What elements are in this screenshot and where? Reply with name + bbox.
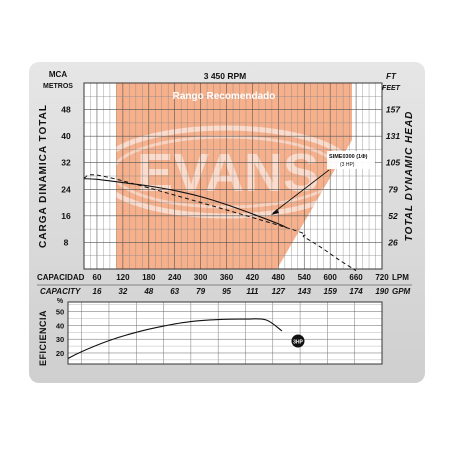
- watermark-text: EVANS: [137, 143, 319, 203]
- x-tick-label: 600: [323, 273, 337, 282]
- speed-label: 3 450 RPM: [204, 71, 247, 81]
- x2-tick-label: 32: [118, 287, 127, 296]
- left-tick-label: 16: [61, 211, 71, 221]
- x2-tick-label: 48: [143, 287, 153, 296]
- x-tick-label: 540: [298, 273, 312, 282]
- right-tick-label: 52: [388, 211, 398, 221]
- head-curve-solid: [83, 178, 288, 229]
- efficiency-tick-label: 40: [56, 321, 64, 330]
- x2-tick-label: 111: [246, 287, 259, 296]
- x2-tick-label: 63: [170, 287, 179, 296]
- efficiency-tick-label: 30: [56, 335, 64, 344]
- head-curve-dashed: [83, 174, 357, 272]
- x2-tick-label: 159: [323, 287, 337, 296]
- x2-tick-label: 127: [272, 287, 286, 296]
- x-tick-label: 240: [168, 273, 182, 282]
- x-tick-label: 720: [375, 273, 389, 282]
- x2-axis-unit: GPM: [392, 287, 411, 296]
- x2-tick-label: 143: [298, 287, 312, 296]
- model-label-box: [327, 151, 375, 169]
- right-tick-label: 79: [388, 184, 398, 194]
- right-tick-label: 157: [386, 105, 401, 115]
- right-tick-label: 26: [387, 237, 398, 247]
- left-tick-label: 40: [61, 131, 71, 141]
- x2-tick-label: 190: [375, 287, 389, 296]
- efficiency-tick-label: 20: [56, 349, 64, 358]
- right-unit-label-2: FEET: [382, 85, 401, 92]
- model-annotation: SIME0300 (1Φ) (3 HP): [271, 151, 375, 215]
- x-tick-label: 420: [246, 273, 260, 282]
- right-unit-label: FT: [386, 72, 397, 81]
- left-axis-title: CARGA DINAMICA TOTAL: [38, 104, 49, 248]
- x-tick-label: 120: [116, 273, 130, 282]
- efficiency-curve: [67, 318, 283, 359]
- left-tick-label: 24: [61, 184, 71, 194]
- efficiency-hp-dot: [291, 334, 305, 348]
- x-tick-label: 660: [349, 273, 363, 282]
- left-tick-labels: 8 16 24 32 40 48: [61, 105, 71, 248]
- x-tick-label: 300: [194, 273, 208, 282]
- efficiency-tick-label: 50: [56, 308, 64, 317]
- x-tick-label: 60: [93, 273, 102, 282]
- efficiency-plot-frame: [67, 301, 383, 365]
- recommended-range-label: Rango Recomendado: [173, 91, 276, 102]
- x-axis-unit: LPM: [392, 273, 409, 282]
- x2-axis-label: CAPACITY: [40, 287, 81, 296]
- x-tick-label: 360: [220, 273, 234, 282]
- efficiency-axis-title: EFICIENCIA: [38, 310, 48, 366]
- main-grid: [84, 83, 382, 269]
- left-tick-label: 48: [61, 105, 71, 115]
- efficiency-hp-badge: 3HP: [291, 334, 305, 348]
- x-tick-labels: 60 120 180 240 300 360 420 480 540 600 660 720: [93, 273, 390, 282]
- efficiency-grid: [68, 302, 382, 364]
- right-tick-labels: 26 52 79 105 131 157: [386, 105, 401, 248]
- x2-tick-label: 174: [349, 287, 363, 296]
- left-unit-label: MCA: [49, 70, 67, 79]
- x2-tick-labels: 16 32 48 63 79 95 111 127 143 159 174 190: [93, 287, 390, 296]
- left-tick-label: 32: [61, 158, 71, 168]
- left-tick-label: 8: [64, 237, 69, 247]
- x2-tick-label: 16: [93, 287, 102, 296]
- right-tick-label: 105: [386, 158, 400, 168]
- x-axis-label: CAPACIDAD: [37, 273, 85, 282]
- x-tick-label: 480: [272, 273, 286, 282]
- right-tick-label: 131: [386, 131, 400, 141]
- efficiency-plot-area: [67, 301, 383, 365]
- efficiency-unit: %: [57, 298, 64, 305]
- model-label-hp: (3 HP): [340, 162, 355, 168]
- model-pointer-line: [272, 169, 330, 214]
- efficiency-tick-labels: 20 30 40 50: [56, 308, 64, 358]
- model-pointer-arrow: [271, 209, 279, 215]
- right-axis-title: TOTAL DYNAMIC HEAD: [404, 111, 415, 242]
- left-unit-label-2: METROS: [43, 83, 73, 90]
- x2-tick-label: 79: [196, 287, 205, 296]
- model-label: SIME0300 (1Φ): [329, 154, 368, 160]
- x-tick-label: 180: [142, 273, 156, 282]
- main-plot-frame: [83, 82, 383, 270]
- x2-tick-label: 95: [222, 287, 231, 296]
- efficiency-hp-label: 3HP: [293, 340, 303, 346]
